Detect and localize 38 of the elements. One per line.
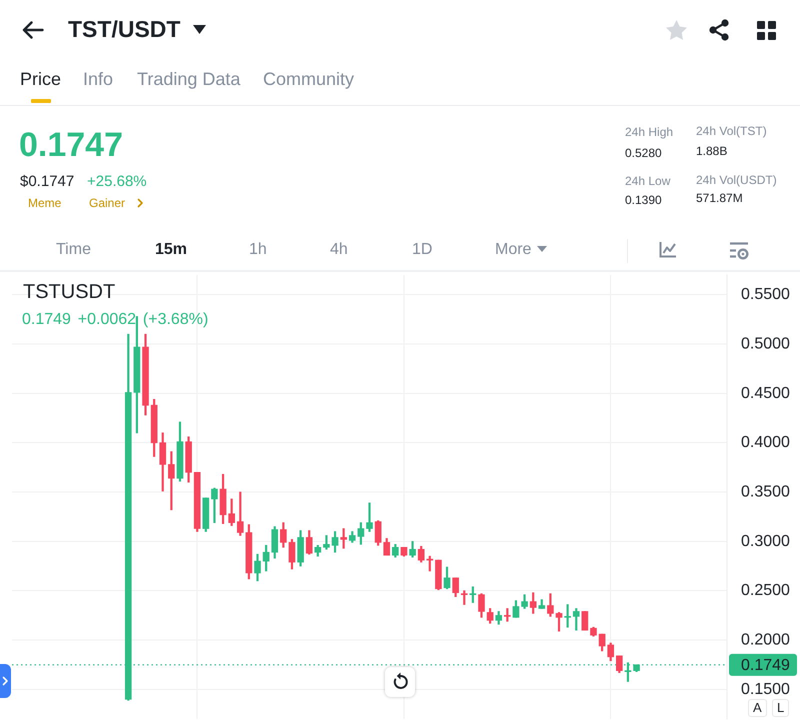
text: 1D [412,240,432,260]
text: 15m [155,240,188,260]
text: 0.5280 [625,146,662,160]
text: 24h Low [625,174,670,188]
y-tick-label: 0.3000 [741,532,790,550]
text: 24h Vol(TST) [696,124,767,138]
text: A [748,699,767,717]
text: More [495,240,532,260]
annotation: 0.1749 +0.0062 (+3.68%) [22,310,208,330]
chart-title: TST/USDT [68,16,180,44]
text: Community [263,69,354,91]
text: Meme [28,196,62,210]
y-tick-label: 0.2000 [741,631,790,648]
y-tick-label: 0.2500 [741,582,790,600]
y-tick-label: 0.1500 [741,680,790,698]
ref-line-label: 0.1749 [741,657,790,674]
text: +25.68% [87,173,147,191]
text: 24h Vol(USDT) [696,173,777,188]
y-tick-label: 0.4500 [741,384,790,402]
text: 0.1390 [625,193,662,208]
text: 0.1747 [19,125,123,166]
text: 1h [249,240,267,260]
text: Gainer [89,196,126,210]
text: Time [56,240,91,260]
text: 571.87M [696,191,743,206]
text: $0.1747 [20,173,74,191]
chart-subtitle: TSTUSDT [23,280,116,304]
text: Info [83,69,114,91]
y-tick-label: 0.4000 [741,434,790,452]
y-tick-label: 0.5500 [741,286,790,304]
text: 1.88B [696,144,728,158]
text: 24h High [625,125,674,140]
text: Price [20,69,62,91]
y-tick-label: 0.5000 [741,335,790,352]
text: 4h [330,240,348,260]
y-tick-label: 0.3500 [741,483,790,500]
text: L [772,699,790,717]
text: Trading Data [137,69,240,91]
